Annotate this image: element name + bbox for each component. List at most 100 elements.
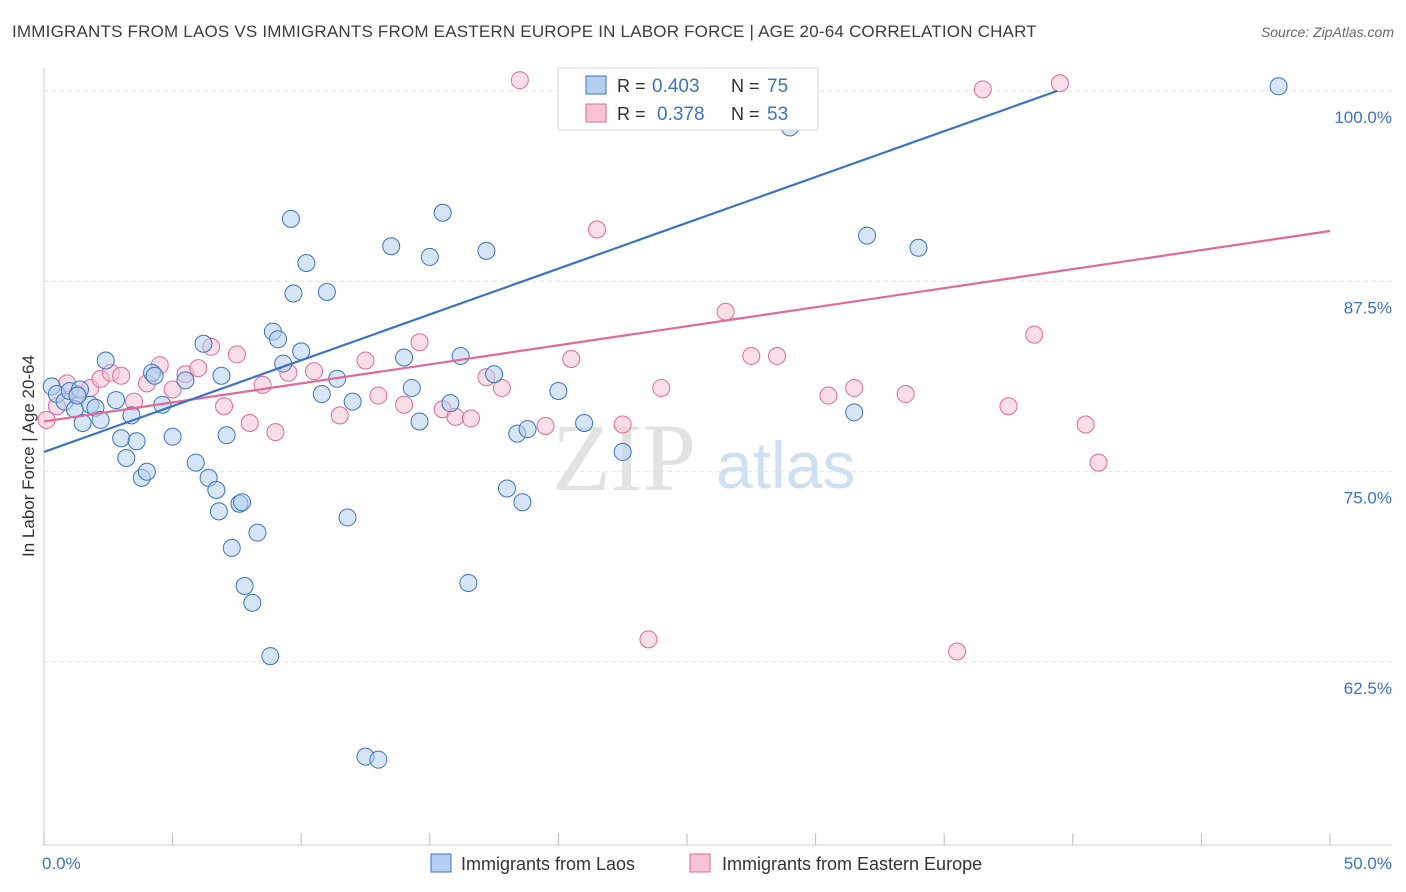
legend-r-label-eastern-europe: R = — [617, 104, 646, 124]
laos-point-14 — [117, 449, 136, 468]
laos-point-30 — [217, 426, 236, 445]
eastern-europe-point-7 — [112, 366, 131, 385]
x-tick-label-max: 50.0% — [1344, 854, 1392, 873]
laos-point-23 — [176, 371, 195, 390]
eastern-europe-point-23 — [356, 351, 375, 370]
laos-point-56 — [420, 247, 439, 266]
laos-point-16 — [127, 432, 146, 451]
bottom-legend-label-laos: Immigrants from Laos — [461, 854, 635, 874]
eastern-europe-point-37 — [639, 630, 658, 649]
laos-point-61 — [477, 241, 496, 260]
laos-point-48 — [338, 508, 357, 527]
eastern-europe-point-15 — [215, 397, 234, 416]
bottom-legend-label-eastern-europe: Immigrants from Eastern Europe — [722, 854, 982, 874]
eastern-europe-point-25 — [395, 395, 414, 414]
laos-point-22 — [163, 427, 182, 446]
laos-point-20 — [145, 366, 164, 385]
laos-point-31 — [222, 538, 241, 557]
eastern-europe-point-45 — [896, 385, 915, 404]
legend-n-label-laos: N = — [731, 76, 760, 96]
eastern-europe-point-29 — [461, 409, 480, 428]
eastern-europe-point-43 — [819, 386, 838, 405]
laos-point-45 — [312, 385, 331, 404]
laos-point-33 — [233, 493, 252, 512]
laos-point-67 — [549, 381, 568, 400]
laos-point-9 — [91, 410, 110, 429]
trend-lines — [43, 89, 1331, 453]
laos-point-10 — [68, 386, 87, 405]
laos-point-6 — [73, 413, 92, 432]
eastern-europe-point-52 — [1089, 453, 1108, 472]
eastern-europe-point-17 — [240, 413, 259, 432]
laos-point-36 — [248, 523, 267, 542]
laos-point-59 — [451, 346, 470, 365]
laos-point-72 — [858, 226, 877, 245]
y-tick-label-3: 100.0% — [1334, 108, 1392, 127]
eastern-europe-point-34 — [562, 349, 581, 368]
eastern-europe-point-50 — [1050, 74, 1069, 93]
legend-n-label-eastern-europe: N = — [731, 104, 760, 124]
legend-n-value-eastern-europe: 53 — [767, 104, 788, 125]
bottom-legend-swatch-eastern-europe — [689, 853, 711, 873]
laos-point-44 — [297, 254, 316, 273]
laos-point-71 — [845, 403, 864, 422]
eastern-europe-point-22 — [330, 406, 349, 425]
legend-r-value-eastern-europe: 0.378 — [657, 104, 705, 125]
laos-point-25 — [194, 334, 213, 353]
laos-point-58 — [441, 394, 460, 413]
laos-point-62 — [485, 365, 504, 384]
laos-point-11 — [96, 351, 115, 370]
legend-r-label-laos: R = — [617, 76, 646, 96]
eastern-europe-point-26 — [410, 333, 429, 352]
laos-point-37 — [261, 647, 280, 666]
laos-point-24 — [186, 453, 205, 472]
eastern-europe-point-35 — [587, 220, 606, 239]
chart-title: IMMIGRANTS FROM LAOS VS IMMIGRANTS FROM … — [12, 22, 1037, 41]
laos-point-13 — [112, 429, 131, 448]
legend-n-value-laos: 75 — [767, 76, 788, 97]
trend-line-eastern-europe — [43, 229, 1331, 423]
eastern-europe-point-32 — [510, 71, 529, 90]
laos-point-68 — [575, 413, 594, 432]
source-label: Source: ZipAtlas.com — [1260, 24, 1394, 40]
y-tick-label-0: 62.5% — [1344, 679, 1392, 698]
laos-point-27 — [207, 481, 226, 500]
eastern-europe-point-36 — [613, 415, 632, 434]
laos-point-34 — [235, 577, 254, 595]
eastern-europe-point-46 — [948, 642, 967, 661]
eastern-europe-point-40 — [716, 302, 735, 321]
eastern-europe-point-51 — [1076, 415, 1095, 434]
laos-point-29 — [212, 366, 231, 385]
eastern-europe-point-47 — [973, 80, 992, 99]
legend-r-value-laos: 0.403 — [652, 76, 700, 97]
eastern-europe-point-38 — [652, 378, 671, 397]
laos-point-53 — [395, 348, 414, 367]
eastern-europe-point-16 — [227, 345, 246, 364]
eastern-europe-point-44 — [845, 378, 864, 397]
laos-point-51 — [369, 750, 388, 769]
laos-point-73 — [909, 238, 928, 257]
series-eastern-europe-points — [37, 69, 1108, 661]
eastern-europe-point-33 — [536, 417, 555, 436]
x-tick-marks — [43, 833, 1331, 845]
correlation-legend: R = 0.403 N = 75 R = 0.378 N = 53 — [557, 67, 819, 131]
laos-point-57 — [433, 203, 452, 222]
laos-point-60 — [459, 573, 478, 592]
y-tick-label-1: 75.0% — [1344, 489, 1392, 508]
laos-point-49 — [343, 392, 362, 411]
laos-point-42 — [284, 284, 303, 303]
laos-point-52 — [382, 237, 401, 256]
laos-point-55 — [410, 412, 429, 431]
legend-swatch-laos — [585, 75, 607, 95]
legend-swatch-eastern-europe — [585, 103, 607, 123]
y-tick-label-2: 87.5% — [1344, 298, 1392, 317]
laos-point-63 — [497, 479, 516, 498]
eastern-europe-point-24 — [369, 386, 388, 405]
y-axis-title: In Labor Force | Age 20-64 — [19, 355, 38, 557]
laos-point-74 — [1269, 77, 1288, 96]
laos-point-39 — [269, 330, 288, 349]
y-tick-labels: 62.5% 75.0% 87.5% 100.0% — [1334, 108, 1392, 698]
eastern-europe-point-49 — [1025, 325, 1044, 344]
x-tick-label-min: 0.0% — [42, 854, 81, 873]
